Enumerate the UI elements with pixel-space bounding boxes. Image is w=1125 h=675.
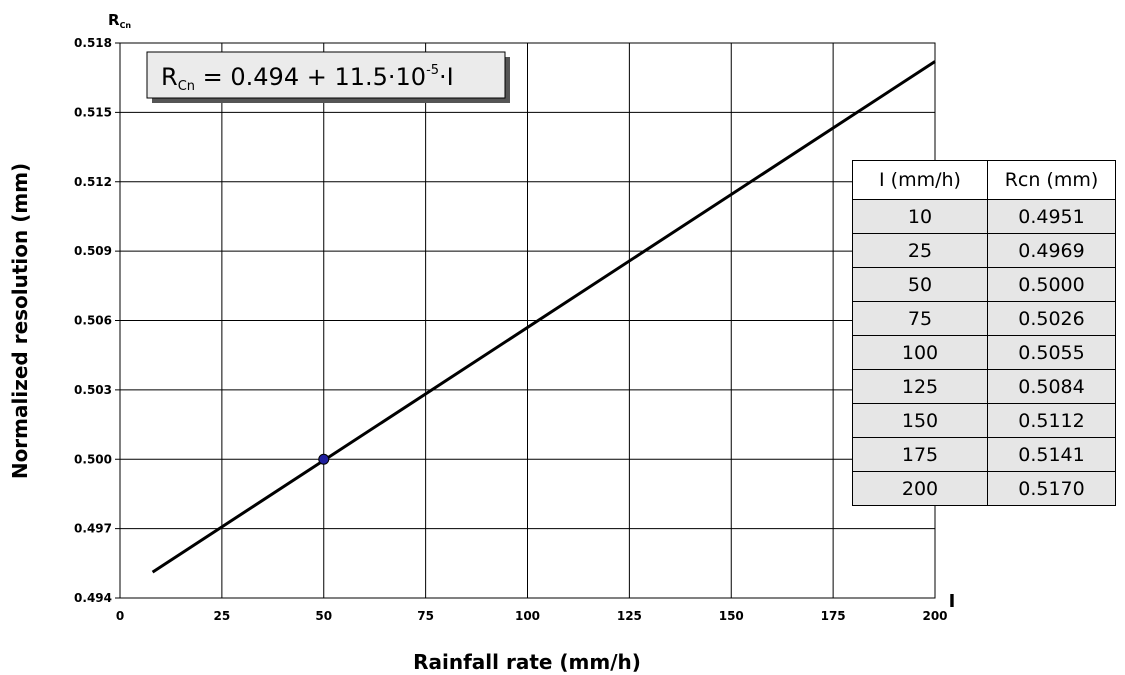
table-cell-i: 25 <box>852 233 988 268</box>
y-tick-label: 0.515 <box>74 105 112 119</box>
series-line <box>151 60 936 574</box>
table-row: 100 0.5055 <box>852 335 1116 370</box>
y-tick-label: 0.503 <box>74 383 112 397</box>
table-row: 25 0.4969 <box>852 233 1116 268</box>
y-tick-label: 0.500 <box>74 452 112 466</box>
x-tick-label: 50 <box>315 609 332 623</box>
table-cell-rcn: 0.5141 <box>987 437 1116 472</box>
y-axis-title: Normalized resolution (mm) <box>8 163 32 479</box>
table-cell-i: 175 <box>852 437 988 472</box>
x-tick-label: 175 <box>821 609 846 623</box>
table-row: 200 0.5170 <box>852 471 1116 506</box>
y-tick-label: 0.518 <box>74 36 112 50</box>
equation-text: RCn = 0.494 + 11.5·10-5·I <box>161 63 454 94</box>
x-tick-label: 125 <box>617 609 642 623</box>
table-row: 50 0.5000 <box>852 267 1116 302</box>
x-tick-label: 100 <box>515 609 540 623</box>
equation-box: RCn = 0.494 + 11.5·10-5·I <box>146 51 510 103</box>
table-row: 150 0.5112 <box>852 403 1116 438</box>
table-cell-rcn: 0.5026 <box>987 301 1116 336</box>
x-axis-ticks: 0 25 50 75 100 125 150 175 200 <box>116 609 948 623</box>
table-row: 10 0.4951 <box>852 199 1116 234</box>
table-row: 175 0.5141 <box>852 437 1116 472</box>
x-axis-title: Rainfall rate (mm/h) <box>413 650 641 674</box>
table-header-i: I (mm/h) <box>852 160 988 200</box>
y-tick-label: 0.512 <box>74 175 112 189</box>
table-cell-i: 75 <box>852 301 988 336</box>
x-axis-corner-label: I <box>949 591 956 612</box>
x-tick-label: 150 <box>719 609 744 623</box>
y-tick-label: 0.497 <box>74 522 112 536</box>
table-cell-rcn: 0.5170 <box>987 471 1116 506</box>
table-cell-i: 10 <box>852 199 988 234</box>
data-table: I (mm/h) Rcn (mm) 10 0.4951 25 0.4969 50 0.… <box>852 160 1116 506</box>
y-tick-label: 0.506 <box>74 314 112 328</box>
x-tick-label: 0 <box>116 609 124 623</box>
data-table-box: I (mm/h) Rcn (mm) 10 0.4951 25 0.4969 50 0.… <box>852 160 1116 506</box>
data-point <box>318 453 330 465</box>
y-tick-label: 0.494 <box>74 591 112 605</box>
table-cell-i: 50 <box>852 267 988 302</box>
table-header-rcn: Rcn (mm) <box>987 160 1116 200</box>
x-tick-label: 200 <box>922 609 947 623</box>
table-cell-i: 100 <box>852 335 988 370</box>
plot-area <box>151 60 936 574</box>
table-cell-i: 200 <box>852 471 988 506</box>
y-axis-corner-label: RCn <box>108 11 131 30</box>
grid <box>119 42 936 599</box>
table-row: 125 0.5084 <box>852 369 1116 404</box>
table-row: 75 0.5026 <box>852 301 1116 336</box>
table-cell-rcn: 0.5084 <box>987 369 1116 404</box>
table-cell-rcn: 0.4969 <box>987 233 1116 268</box>
table-cell-rcn: 0.5112 <box>987 403 1116 438</box>
table-cell-i: 150 <box>852 403 988 438</box>
y-axis-ticks: 0.494 0.497 0.500 0.503 0.506 0.509 0.512 0.515… <box>74 36 120 605</box>
y-tick-label: 0.509 <box>74 244 112 258</box>
table-cell-rcn: 0.4951 <box>987 199 1116 234</box>
table-header-row: I (mm/h) Rcn (mm) <box>852 160 1116 200</box>
table-cell-rcn: 0.5000 <box>987 267 1116 302</box>
table-cell-i: 125 <box>852 369 988 404</box>
table-cell-rcn: 0.5055 <box>987 335 1116 370</box>
x-tick-label: 25 <box>214 609 231 623</box>
x-tick-label: 75 <box>417 609 434 623</box>
